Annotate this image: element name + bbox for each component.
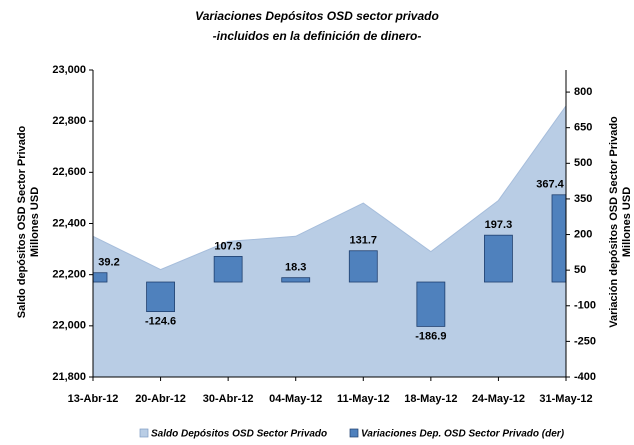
- y2-tick-label: -250: [574, 335, 596, 347]
- x-tick-label: 31-May-12: [539, 393, 592, 405]
- y2-tick-label: -100: [574, 300, 596, 312]
- y-tick-label: 21,800: [52, 371, 86, 383]
- x-tick-label: 18-May-12: [404, 393, 457, 405]
- chart-subtitle: -incluidos en la definición de dinero-: [213, 29, 422, 43]
- x-tick-label: 24-May-12: [472, 393, 525, 405]
- x-tick-label: 13-Abr-12: [68, 393, 119, 405]
- y2-axis-title: Variación depósitos OSD Sector Privado M…: [608, 116, 633, 328]
- bar: [348, 250, 378, 283]
- chart-title: Variaciones Depósitos OSD sector privado: [195, 9, 439, 23]
- y-axis-title: Saldo depósitos OSD Sector Privado Millo…: [16, 125, 41, 318]
- data-label: -186.9: [415, 330, 446, 342]
- data-label: 107.9: [214, 240, 242, 252]
- legend-swatch: [139, 428, 149, 438]
- bar: [416, 281, 446, 327]
- data-label: 39.2: [98, 257, 119, 269]
- x-tick-label: 30-Abr-12: [203, 393, 254, 405]
- plot-area: [93, 104, 566, 377]
- y2-tick-label: 50: [574, 264, 586, 276]
- y2-tick-label: 200: [574, 228, 592, 240]
- y2-axis-title-line: Variación depósitos OSD Sector Privado: [608, 116, 620, 328]
- bar: [281, 277, 311, 283]
- data-label: 131.7: [350, 235, 378, 247]
- y2-tick-label: 500: [574, 157, 592, 169]
- legend-label: Saldo Depósitos OSD Sector Privado: [151, 429, 327, 440]
- bar: [213, 256, 243, 283]
- y-tick-label: 23,000: [52, 64, 86, 76]
- area: [93, 104, 566, 377]
- y-axis-title-line: Saldo depósitos OSD Sector Privado: [16, 125, 28, 318]
- y-tick-label: 22,000: [52, 320, 86, 332]
- y2-tick-label: 800: [574, 86, 592, 98]
- data-label: 18.3: [285, 262, 306, 274]
- y2-tick-label: 350: [574, 193, 592, 205]
- data-label: 367.4: [536, 179, 564, 191]
- y2-tick-label: -400: [574, 371, 596, 383]
- bar: [484, 234, 513, 283]
- data-label: -124.6: [145, 316, 176, 328]
- data-label: 197.3: [485, 219, 513, 231]
- y-axis-title-line: Millones USD: [29, 187, 41, 257]
- x-tick-label: 04-May-12: [269, 393, 322, 405]
- legend-label: Variaciones Dep. OSD Sector Privado (der…: [361, 429, 565, 440]
- bar: [551, 194, 566, 283]
- y-tick-label: 22,800: [52, 115, 86, 127]
- y2-tick-label: 650: [574, 122, 592, 134]
- y-tick-label: 22,200: [52, 269, 86, 281]
- legend-swatch: [349, 428, 359, 438]
- x-tick-label: 20-Abr-12: [135, 393, 186, 405]
- y2-axis-title-line: Millones USD: [621, 187, 633, 257]
- x-tick-label: 11-May-12: [337, 393, 390, 405]
- bar: [93, 272, 108, 283]
- y-tick-label: 22,400: [52, 217, 86, 229]
- y-tick-label: 22,600: [52, 166, 86, 178]
- bar: [146, 281, 175, 313]
